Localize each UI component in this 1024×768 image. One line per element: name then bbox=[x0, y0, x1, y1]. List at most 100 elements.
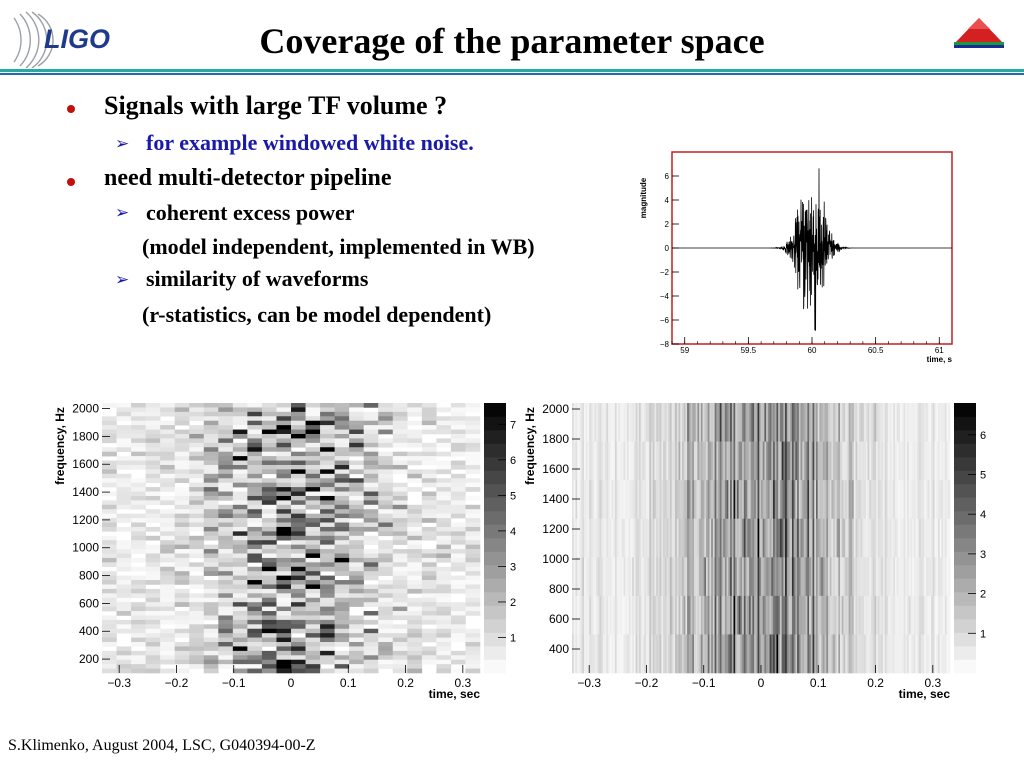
heatmap-cell bbox=[915, 518, 918, 558]
heatmap-cell bbox=[864, 403, 867, 442]
heatmap-cell bbox=[203, 482, 219, 488]
heatmap-cell bbox=[721, 634, 724, 674]
heatmap-cell bbox=[305, 584, 321, 590]
heatmap-cell bbox=[577, 441, 580, 481]
heatmap-cell bbox=[276, 411, 292, 417]
heatmap-cell bbox=[349, 469, 364, 475]
heatmap-cell bbox=[392, 442, 408, 448]
heatmap-cell bbox=[625, 634, 628, 674]
heatmap-cell bbox=[903, 634, 906, 674]
heatmap-cell bbox=[378, 580, 394, 585]
heatmap-cell bbox=[131, 566, 146, 572]
heatmap-cell bbox=[363, 611, 379, 616]
heatmap-cell bbox=[577, 557, 580, 597]
heatmap-cell bbox=[203, 433, 219, 439]
heatmap-cell bbox=[681, 557, 684, 597]
heatmap-cell bbox=[810, 557, 813, 597]
heatmap-cell bbox=[291, 593, 306, 599]
heatmap-cell bbox=[276, 482, 292, 488]
heatmap-cell bbox=[407, 509, 423, 514]
heatmap-cell bbox=[673, 441, 676, 481]
heatmap-cell bbox=[450, 611, 466, 616]
colorbar-segment bbox=[954, 565, 976, 579]
heatmap-cell bbox=[913, 441, 916, 481]
heatmap-cell bbox=[898, 403, 901, 442]
heatmap-cell bbox=[841, 441, 844, 481]
heatmap-cell bbox=[174, 540, 190, 545]
heatmap-cell bbox=[860, 441, 863, 481]
heatmap-cell bbox=[697, 634, 700, 674]
heatmap-cell bbox=[247, 500, 263, 506]
heatmap-cell bbox=[407, 615, 423, 621]
heatmap-cell bbox=[750, 441, 753, 481]
heatmap-cell bbox=[903, 595, 906, 635]
heatmap-cell bbox=[852, 403, 855, 442]
heatmap-cell bbox=[174, 633, 190, 638]
heatmap-cell bbox=[850, 634, 853, 674]
heatmap-cell bbox=[819, 595, 822, 635]
heatmap-cell bbox=[363, 584, 379, 590]
heatmap-cell bbox=[943, 557, 946, 597]
heatmap-cell bbox=[320, 624, 335, 630]
heatmap-cell bbox=[131, 425, 146, 430]
heatmap-cell bbox=[829, 634, 832, 674]
heatmap-cell bbox=[870, 595, 873, 635]
heatmap-cell bbox=[450, 478, 466, 483]
heatmap-cell bbox=[392, 664, 408, 669]
heatmap-cell bbox=[436, 602, 452, 607]
heatmap-cell bbox=[917, 518, 920, 558]
heatmap-cell bbox=[102, 509, 117, 514]
heatmap-cell bbox=[232, 588, 248, 594]
heatmap-cell bbox=[261, 602, 277, 607]
heatmap-cell bbox=[572, 595, 575, 635]
heatmap-cell bbox=[465, 429, 481, 435]
heatmap-cell bbox=[116, 544, 132, 550]
heatmap-cell bbox=[378, 628, 394, 634]
heatmap-cell bbox=[145, 575, 161, 581]
heatmap-cell bbox=[718, 518, 721, 558]
heatmap-cell bbox=[833, 634, 836, 674]
heatmap-cell bbox=[392, 456, 408, 461]
sub-bullet-similarity: similarity of waveforms bbox=[146, 266, 369, 291]
y-tick-label: −4 bbox=[660, 292, 670, 301]
heatmap-cell bbox=[819, 557, 822, 597]
heatmap-cell bbox=[802, 518, 805, 558]
heatmap-cell bbox=[637, 480, 640, 520]
heatmap-cell bbox=[803, 441, 806, 481]
heatmap-cell bbox=[821, 403, 824, 442]
heatmap-cell bbox=[145, 442, 161, 448]
heatmap-cell bbox=[421, 606, 437, 612]
heatmap-cell bbox=[573, 557, 576, 597]
heatmap-cell bbox=[102, 593, 117, 599]
heatmap-cell bbox=[618, 518, 621, 558]
heatmap-cell bbox=[116, 487, 132, 492]
heatmap-cell bbox=[604, 441, 607, 481]
heatmap-cell bbox=[232, 495, 248, 501]
heatmap-cell bbox=[363, 668, 379, 674]
heatmap-cell bbox=[793, 441, 796, 481]
heatmap-cell bbox=[685, 480, 688, 520]
heatmap-cell bbox=[174, 442, 190, 448]
heatmap-cell bbox=[247, 442, 263, 448]
heatmap-cell bbox=[864, 634, 867, 674]
heatmap-cell bbox=[174, 504, 190, 510]
heatmap-cell bbox=[334, 655, 350, 661]
heatmap-cell bbox=[742, 403, 745, 442]
heatmap-cell bbox=[378, 588, 394, 594]
heatmap-cell bbox=[320, 659, 335, 665]
heatmap-cell bbox=[738, 557, 741, 597]
heatmap-cell bbox=[334, 469, 350, 475]
heatmap-cell bbox=[436, 650, 452, 656]
heatmap-cell bbox=[334, 628, 350, 634]
heatmap-cell bbox=[436, 588, 452, 594]
heatmap-cell bbox=[645, 518, 648, 558]
heatmap-cell bbox=[421, 575, 437, 581]
heatmap-cell bbox=[145, 433, 161, 439]
heatmap-cell bbox=[920, 403, 923, 442]
heatmap-cell bbox=[602, 634, 605, 674]
heatmap-cell bbox=[349, 513, 364, 519]
heatmap-cell bbox=[645, 403, 648, 442]
colorbar-segment bbox=[954, 457, 976, 471]
heatmap-cell bbox=[174, 611, 190, 616]
